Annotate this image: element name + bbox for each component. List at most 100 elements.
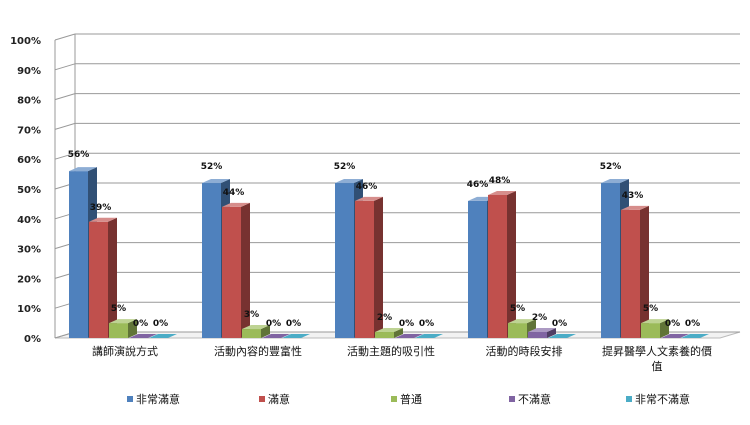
bar-side <box>660 319 669 338</box>
bar-side <box>128 319 137 338</box>
y-axis-tick-labels: 0% 10% 20% 30% 40% 50% 60% 70% 80% 90% 100% <box>10 36 41 345</box>
bar <box>468 200 487 338</box>
data-label: 0% <box>153 319 168 329</box>
legend: 非常滿意 滿意 普通 不滿意 非常不滿意 <box>127 392 690 406</box>
bar <box>149 334 177 338</box>
data-label: 0% <box>286 319 301 329</box>
bars <box>69 167 709 338</box>
y-tick-label: 50% <box>17 185 41 196</box>
bar-top <box>335 179 363 184</box>
category-label: 活動內容的豐富性 <box>214 344 302 358</box>
y-tick-label: 20% <box>17 274 41 285</box>
y-tick-label: 40% <box>17 215 41 226</box>
y-tick-label: 90% <box>17 66 41 77</box>
y-tick-label: 70% <box>17 125 41 136</box>
bar-top <box>641 319 669 324</box>
bar-top <box>601 179 629 184</box>
bar-top <box>222 202 250 207</box>
data-label: 46% <box>467 180 489 190</box>
data-label: 44% <box>223 188 245 198</box>
data-label: 5% <box>111 304 126 314</box>
legend-label: 不滿意 <box>518 392 551 406</box>
y-tick-label: 100% <box>10 36 41 47</box>
bar-top <box>375 328 403 333</box>
bar-top <box>202 179 230 184</box>
bar-top <box>488 190 516 195</box>
bar-top <box>528 328 556 333</box>
bar <box>621 209 640 338</box>
data-label: 48% <box>489 176 511 186</box>
data-label: 2% <box>532 313 547 323</box>
bar <box>282 334 310 338</box>
legend-label: 普通 <box>400 392 422 406</box>
legend-label: 非常不滿意 <box>635 392 690 406</box>
legend-label: 滿意 <box>268 392 290 406</box>
data-label: 43% <box>622 191 644 201</box>
bar-top <box>69 167 97 172</box>
bar <box>528 332 547 338</box>
data-label: 0% <box>419 319 434 329</box>
data-label: 2% <box>377 313 392 323</box>
legend-label: 非常滿意 <box>136 392 180 406</box>
category-label: 講師演說方式 <box>92 344 158 358</box>
category-label: 提昇醫學人文素養的價 <box>602 344 712 358</box>
legend-swatch <box>626 396 632 402</box>
category-label: 值 <box>652 360 663 373</box>
bar-side <box>374 196 383 338</box>
y-tick-label: 10% <box>17 304 41 315</box>
bar <box>395 334 423 338</box>
data-label: 52% <box>201 162 223 172</box>
data-label: 0% <box>685 319 700 329</box>
y-tick-label: 30% <box>17 245 41 256</box>
bar <box>661 334 689 338</box>
bar <box>415 334 443 338</box>
bar <box>488 194 507 338</box>
bar-top <box>242 325 270 330</box>
bar <box>508 323 527 338</box>
gridline-side <box>54 122 76 130</box>
gridline-side <box>54 93 76 101</box>
data-label: 46% <box>356 182 378 192</box>
legend-swatch <box>391 396 397 402</box>
bar <box>548 334 576 338</box>
data-labels: 56%39%5%0% 0%52%44%3%0% 0%52%46%2%0% 0%46% 4… <box>68 150 700 329</box>
bar-top <box>109 319 137 324</box>
bar-top <box>621 205 649 210</box>
bar <box>109 323 128 338</box>
legend-swatch <box>259 396 265 402</box>
bar-side <box>108 217 117 338</box>
bar <box>202 183 221 338</box>
category-label: 活動的時段安排 <box>486 344 563 358</box>
bar-top <box>508 319 536 324</box>
bar <box>601 183 620 338</box>
y-tick-label: 80% <box>17 96 41 107</box>
bar <box>681 334 709 338</box>
bar <box>69 171 88 338</box>
bar <box>375 332 394 338</box>
bar-side <box>241 202 250 338</box>
data-label: 52% <box>334 162 356 172</box>
data-label: 3% <box>244 310 259 320</box>
bar-side <box>261 325 270 338</box>
data-label: 39% <box>90 203 112 213</box>
data-label: 56% <box>68 150 90 160</box>
data-label: 0% <box>266 319 281 329</box>
data-label: 0% <box>399 319 414 329</box>
data-label: 5% <box>510 304 525 314</box>
bar-side <box>640 205 649 338</box>
bar-top <box>355 196 383 201</box>
bar-side <box>547 328 556 338</box>
data-label: 0% <box>665 319 680 329</box>
category-label: 活動主題的吸引性 <box>347 344 435 358</box>
bar <box>89 221 108 338</box>
data-label: 52% <box>600 162 622 172</box>
legend-swatch <box>127 396 133 402</box>
data-label: 0% <box>133 319 148 329</box>
y-tick-label: 0% <box>24 334 41 345</box>
y-tick-label: 60% <box>17 155 41 166</box>
bar <box>242 329 261 338</box>
bar-top <box>89 217 117 222</box>
gridline-side <box>54 33 76 41</box>
